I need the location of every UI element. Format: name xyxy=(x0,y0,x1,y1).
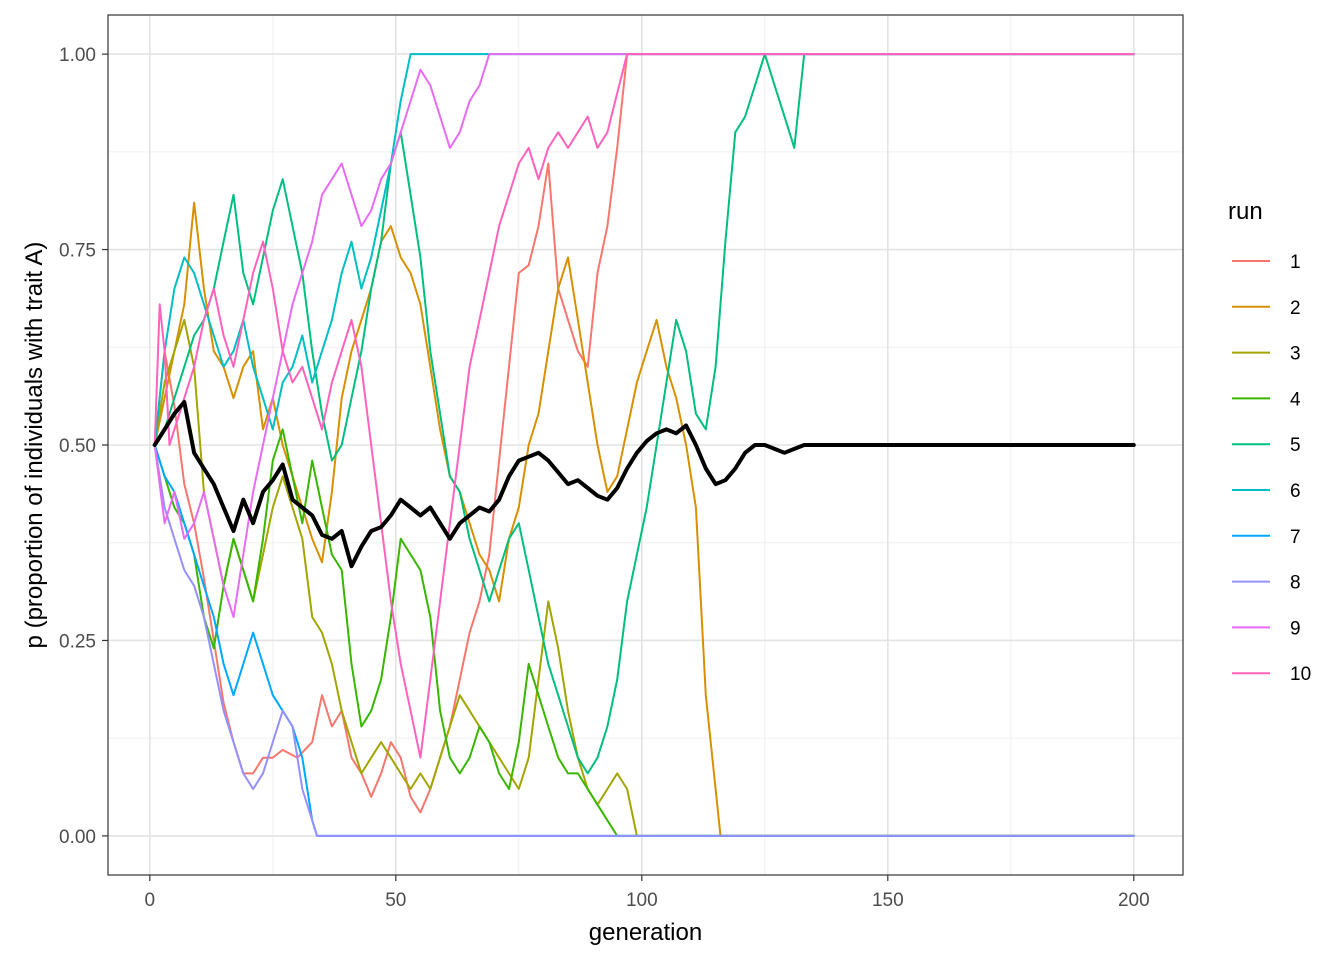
y-tick-label: 0.25 xyxy=(59,631,96,652)
legend-label-run-1: 1 xyxy=(1290,252,1301,273)
y-tick-label: 1.00 xyxy=(59,45,96,66)
series-line-run-7 xyxy=(153,444,1135,837)
y-tick-label: 0.50 xyxy=(59,436,96,457)
x-tick-label: 100 xyxy=(626,890,658,911)
x-axis: 0 50 100 150 200 xyxy=(145,875,1150,911)
legend-label-run-3: 3 xyxy=(1290,344,1301,365)
series-line-mean xyxy=(152,400,1136,569)
series-layer xyxy=(152,53,1136,837)
x-axis-title: generation xyxy=(589,919,702,946)
legend-label-run-4: 4 xyxy=(1290,389,1301,410)
y-axis: 0.00 0.25 0.50 0.75 1.00 xyxy=(59,45,108,848)
series-line-run-9 xyxy=(153,53,1135,618)
x-tick-label: 200 xyxy=(1118,890,1150,911)
legend-label-run-7: 7 xyxy=(1290,527,1301,548)
legend-label-run-6: 6 xyxy=(1290,481,1301,502)
legend-label-run-5: 5 xyxy=(1290,435,1301,456)
x-tick-label: 50 xyxy=(385,890,406,911)
x-tick-label: 150 xyxy=(872,890,904,911)
legend-title: run xyxy=(1228,198,1263,225)
series-line-run-8 xyxy=(153,444,1135,837)
legend-label-run-10: 10 xyxy=(1290,664,1311,685)
series-line-run-2 xyxy=(153,201,1135,837)
grid-minor xyxy=(108,15,1183,875)
y-tick-label: 0.75 xyxy=(59,241,96,262)
legend-label-run-9: 9 xyxy=(1290,618,1301,639)
series-line-run-6 xyxy=(153,53,1135,446)
legend-label-run-8: 8 xyxy=(1290,573,1301,594)
x-tick-label: 0 xyxy=(145,890,156,911)
series-line-run-10 xyxy=(153,53,1135,759)
y-tick-label: 0.00 xyxy=(59,827,96,848)
legend: run 1 2 3 4 5 6 7 8 9 10 xyxy=(1228,198,1311,685)
series-line-run-4 xyxy=(153,428,1135,837)
y-axis-title: p (proportion of individuals with trait … xyxy=(21,242,48,649)
legend-label-run-2: 2 xyxy=(1290,298,1301,319)
